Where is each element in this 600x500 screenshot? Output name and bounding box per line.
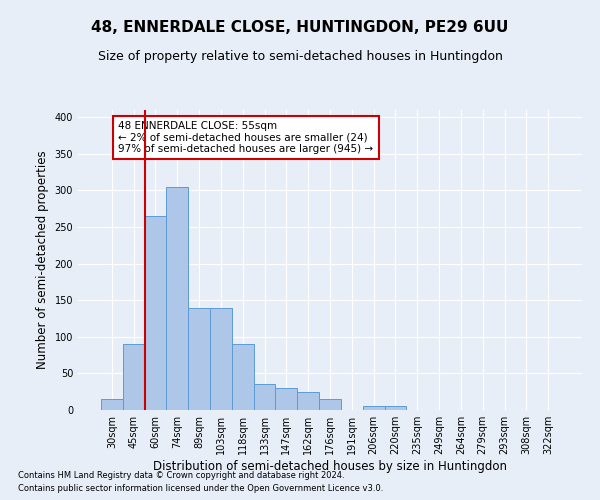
- Bar: [188, 308, 210, 410]
- Bar: [319, 399, 341, 410]
- Y-axis label: Number of semi-detached properties: Number of semi-detached properties: [36, 150, 49, 370]
- Bar: [210, 308, 232, 410]
- Bar: [145, 216, 166, 410]
- Bar: [123, 344, 145, 410]
- Text: Contains HM Land Registry data © Crown copyright and database right 2024.: Contains HM Land Registry data © Crown c…: [18, 470, 344, 480]
- X-axis label: Distribution of semi-detached houses by size in Huntingdon: Distribution of semi-detached houses by …: [153, 460, 507, 473]
- Bar: [254, 384, 275, 410]
- Bar: [385, 406, 406, 410]
- Bar: [232, 344, 254, 410]
- Text: Contains public sector information licensed under the Open Government Licence v3: Contains public sector information licen…: [18, 484, 383, 493]
- Text: 48 ENNERDALE CLOSE: 55sqm
← 2% of semi-detached houses are smaller (24)
97% of s: 48 ENNERDALE CLOSE: 55sqm ← 2% of semi-d…: [118, 121, 373, 154]
- Bar: [297, 392, 319, 410]
- Bar: [166, 187, 188, 410]
- Text: Size of property relative to semi-detached houses in Huntingdon: Size of property relative to semi-detach…: [98, 50, 502, 63]
- Bar: [101, 399, 123, 410]
- Bar: [275, 388, 297, 410]
- Bar: [363, 406, 385, 410]
- Text: 48, ENNERDALE CLOSE, HUNTINGDON, PE29 6UU: 48, ENNERDALE CLOSE, HUNTINGDON, PE29 6U…: [91, 20, 509, 35]
